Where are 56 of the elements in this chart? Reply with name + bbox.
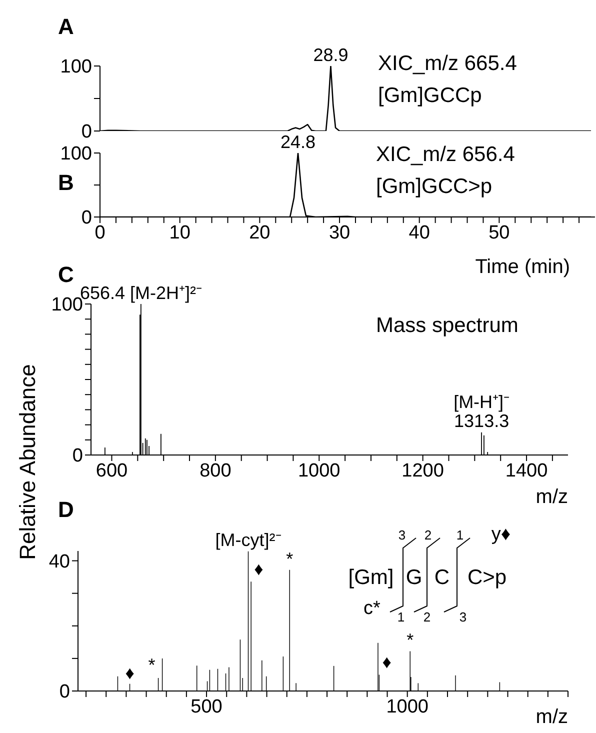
text: 1 xyxy=(456,528,464,542)
annotation: 2 xyxy=(423,610,431,624)
text: 3 xyxy=(398,528,406,542)
annotation: [M-cyt]²⁻ xyxy=(215,530,282,550)
annotation: [Gm]GCC>p xyxy=(376,175,492,199)
x-tick-label: 1000 xyxy=(386,696,428,718)
annotation: G xyxy=(406,566,422,590)
annotation: XIC_m/z 665.4 xyxy=(378,52,517,76)
x-tick-label: 30 xyxy=(328,222,350,244)
annotation: 3 xyxy=(459,610,467,624)
x-tick-label: 40 xyxy=(408,222,430,244)
y-tick-label: 0 xyxy=(72,446,83,467)
annotation: [M-H⁺]⁻ xyxy=(454,392,510,412)
x-tick-label: 10 xyxy=(169,222,190,244)
x-tick-label: 50 xyxy=(488,222,510,244)
y-tick-label: 0 xyxy=(81,208,92,229)
annotation: 28.9 xyxy=(313,45,348,65)
annotation: * xyxy=(406,630,414,650)
x-tick-label: 1000 xyxy=(298,460,340,482)
y-tick-label: 100 xyxy=(60,144,92,165)
x-axis-title: Time (min) xyxy=(475,256,570,279)
text: 2 xyxy=(424,528,432,542)
y-tick-label: 40 xyxy=(48,552,70,573)
x-axis-title: m/z xyxy=(536,486,568,509)
annotation: ♦ xyxy=(254,558,264,579)
y-axis-title: Relative Abundance xyxy=(15,364,41,560)
annotation: * xyxy=(286,548,294,569)
x-tick-label: 600 xyxy=(96,460,128,482)
annotation: 24.8 xyxy=(280,132,316,152)
x-tick-label: 1400 xyxy=(505,460,548,482)
annotation: ♦ xyxy=(125,662,134,683)
x-tick-label: 20 xyxy=(249,222,270,244)
text: B xyxy=(58,170,74,196)
x-axis-title: m/z xyxy=(536,706,568,729)
annotation: C>p xyxy=(467,566,507,590)
annotation: c* xyxy=(364,598,380,620)
y-tick-label: 0 xyxy=(81,122,92,143)
chart-title: C xyxy=(58,262,74,288)
annotation: [Gm]GCCp xyxy=(378,84,482,108)
x-tick-label: 1200 xyxy=(402,460,444,482)
annotation: Mass spectrum xyxy=(376,314,518,338)
chart-title: A xyxy=(58,14,74,40)
x-tick-label: 0 xyxy=(94,222,106,244)
chart-title: D xyxy=(58,497,74,523)
annotation: C xyxy=(434,566,450,590)
annotation: [Gm] xyxy=(348,566,394,590)
x-tick-label: 800 xyxy=(200,460,232,482)
annotation: * xyxy=(148,654,156,675)
y-tick-label: 100 xyxy=(60,56,92,78)
annotation: ♦ xyxy=(382,652,392,672)
annotation: XIC_m/z 656.4 xyxy=(376,143,515,167)
y-tick-label: 0 xyxy=(59,682,70,703)
annotation: 1313.3 xyxy=(454,411,510,432)
x-tick-label: 500 xyxy=(190,696,222,718)
annotation: 1 xyxy=(397,610,405,624)
text: y♦ xyxy=(491,524,511,546)
